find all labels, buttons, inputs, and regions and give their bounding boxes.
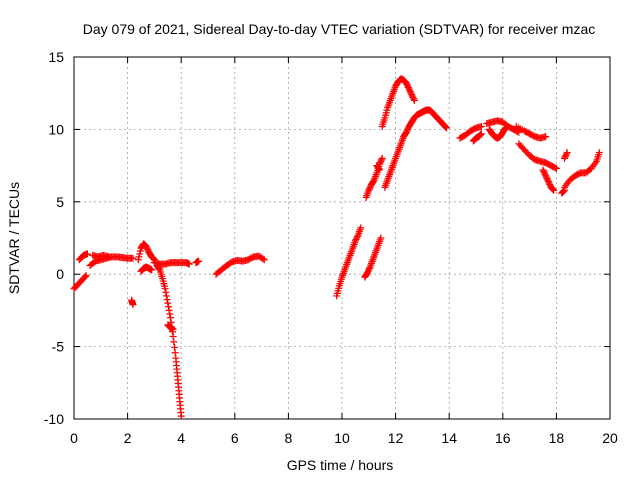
y-tick-label: -10 — [44, 411, 64, 427]
y-tick-label: 10 — [48, 121, 64, 137]
x-tick-label: 6 — [231, 430, 239, 446]
data-point — [155, 265, 163, 273]
x-tick-label: 4 — [177, 430, 185, 446]
data-point — [443, 124, 451, 132]
data-point — [129, 301, 137, 309]
data-point — [164, 303, 172, 311]
data-point — [562, 150, 570, 158]
data-point — [259, 255, 267, 263]
data-point — [353, 233, 361, 241]
data-point — [260, 256, 268, 264]
data-point — [595, 149, 603, 157]
x-tick-label: 20 — [602, 430, 618, 446]
x-tick-label: 8 — [285, 430, 293, 446]
data-point — [552, 164, 560, 172]
data-point — [164, 299, 172, 307]
data-point — [378, 156, 386, 164]
chart-title: Day 079 of 2021, Sidereal Day-to-day VTE… — [83, 21, 596, 37]
data-point — [442, 123, 450, 131]
data-point — [551, 164, 559, 172]
data-point — [177, 412, 185, 420]
data-point — [163, 296, 171, 304]
data-point — [548, 185, 556, 193]
data-point — [501, 125, 509, 133]
x-tick-label: 10 — [334, 430, 350, 446]
data-points — [70, 75, 603, 420]
data-point — [378, 154, 386, 162]
data-point — [169, 332, 177, 340]
data-point — [550, 186, 558, 194]
data-point — [105, 253, 113, 261]
data-point — [171, 343, 178, 351]
data-point — [129, 254, 137, 262]
data-point — [441, 123, 449, 131]
data-point — [559, 188, 567, 196]
data-point — [169, 325, 177, 333]
data-point — [560, 187, 568, 195]
x-axis-ticks: 0 2 4 6 8 10 12 14 16 18 20 — [70, 57, 618, 446]
data-point — [365, 264, 373, 272]
data-point — [82, 272, 90, 280]
x-tick-label: 14 — [441, 430, 457, 446]
data-point — [501, 124, 509, 132]
data-point — [149, 254, 157, 262]
x-tick-label: 18 — [549, 430, 565, 446]
data-point — [161, 285, 169, 293]
data-point — [377, 234, 385, 242]
data-point — [477, 130, 485, 138]
data-point — [476, 131, 484, 139]
data-point — [166, 310, 174, 318]
data-point — [162, 292, 170, 300]
data-point — [165, 306, 173, 314]
data-point — [376, 166, 384, 174]
data-point — [375, 165, 383, 173]
grid — [74, 57, 610, 419]
y-tick-label: 0 — [56, 266, 64, 282]
x-tick-label: 16 — [495, 430, 511, 446]
data-point — [542, 133, 550, 141]
x-tick-label: 12 — [388, 430, 404, 446]
data-point — [549, 185, 557, 193]
x-tick-label: 0 — [70, 430, 78, 446]
data-point — [166, 314, 174, 322]
data-point — [410, 95, 418, 103]
data-point — [477, 130, 485, 138]
data-point — [185, 260, 193, 268]
y-tick-label: -5 — [52, 339, 65, 355]
data-point — [195, 257, 203, 265]
x-tick-label: 2 — [124, 430, 132, 446]
x-axis-label: GPS time / hours — [287, 457, 394, 473]
y-axis-label: SDTVAR / TECUs — [6, 182, 22, 294]
y-axis-ticks: -10 -5 0 5 10 15 — [44, 49, 610, 427]
data-point — [171, 349, 179, 357]
data-point — [410, 96, 418, 104]
data-point — [477, 123, 485, 131]
y-tick-label: 5 — [56, 194, 64, 210]
data-point — [170, 338, 178, 346]
data-point — [563, 149, 571, 157]
data-point — [83, 250, 91, 258]
data-point — [148, 266, 156, 274]
data-point — [357, 224, 365, 232]
y-tick-label: 15 — [48, 49, 64, 65]
data-point — [150, 255, 158, 263]
data-point — [81, 273, 89, 281]
data-point — [162, 288, 170, 296]
